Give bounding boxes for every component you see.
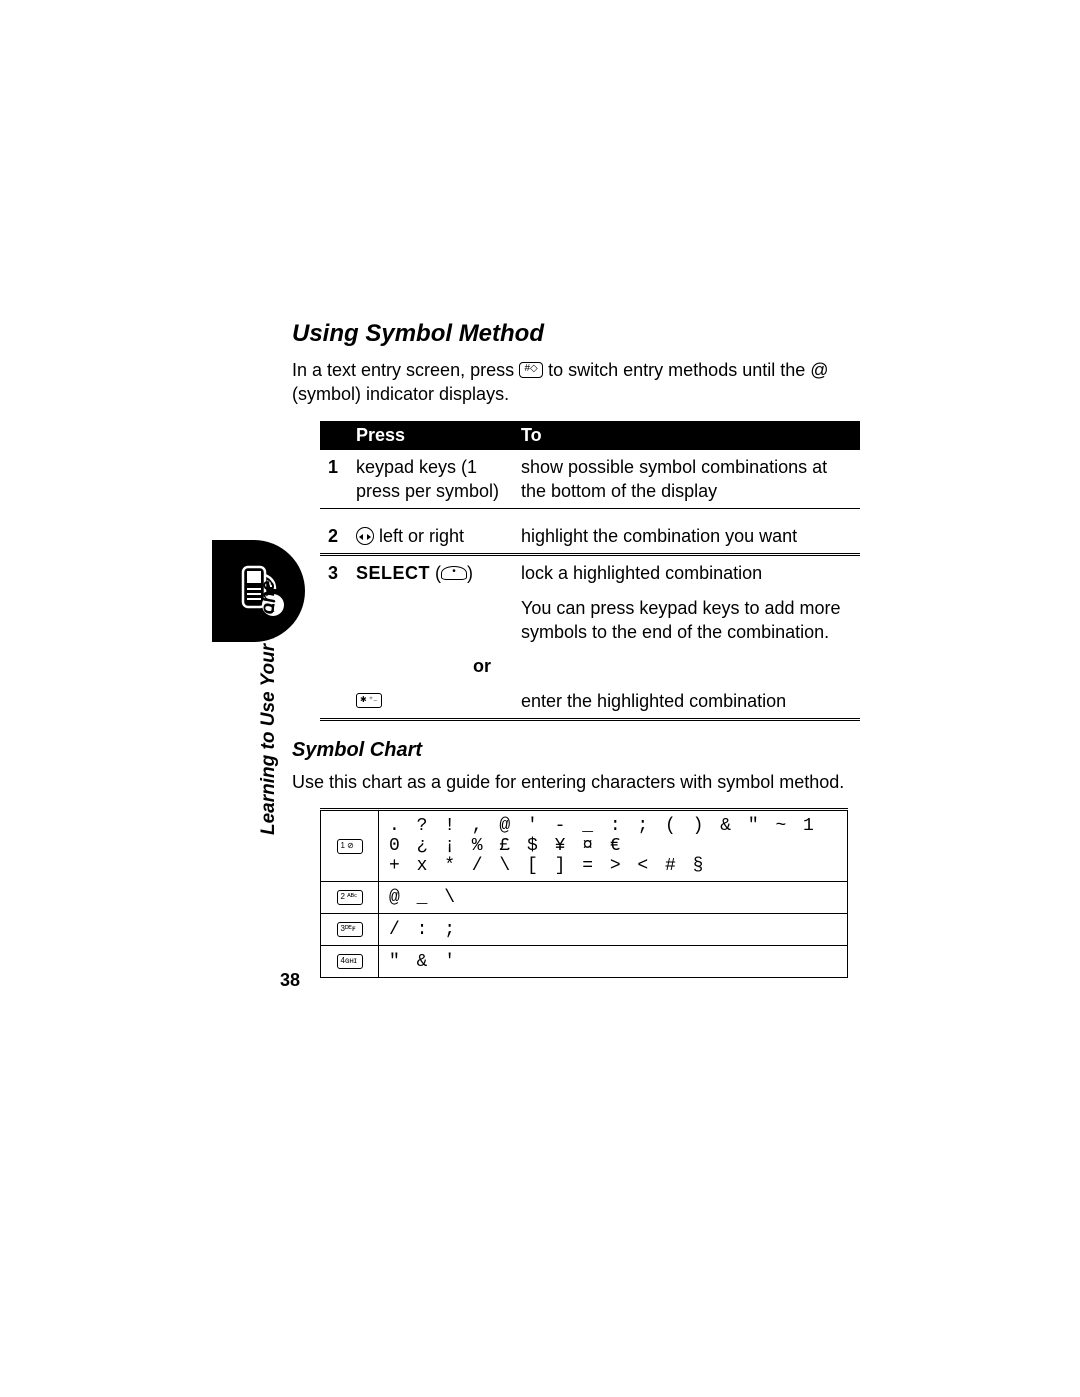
symbols-cell: " & ' — [379, 946, 848, 978]
key-2-icon: 2 ᴬᴮᶜ — [337, 890, 363, 905]
heading-using-symbol: Using Symbol Method — [292, 320, 847, 348]
table-row: or — [320, 649, 860, 683]
table-row: 3ᴰᴱꜰ / : ; — [321, 914, 848, 946]
steps-table: Press To 1 keypad keys (1 press per symb… — [320, 421, 860, 721]
soft-key-icon: • — [441, 566, 467, 580]
to-cell: show possible symbol combinations at the… — [513, 450, 860, 509]
press-cell: ✱ ⁺₋ — [348, 684, 513, 720]
table-row: 2 left or right highlight the combinatio… — [320, 519, 860, 555]
to-cell: lock a highlighted combination — [513, 555, 860, 591]
to-cell: enter the highlighted combination — [513, 684, 860, 720]
select-label: SELECT — [356, 563, 430, 583]
page-number: 38 — [280, 970, 300, 991]
table-row: ✱ ⁺₋ enter the highlighted combination — [320, 684, 860, 720]
key-4-icon: 4ɢʜɪ — [337, 954, 363, 969]
table-row: 2 ᴬᴮᶜ @ _ \ — [321, 882, 848, 914]
symbols-cell: / : ; — [379, 914, 848, 946]
press-cell: left or right — [348, 519, 513, 555]
chart-intro: Use this chart as a guide for entering c… — [292, 770, 847, 794]
hash-key-icon: #◇ — [519, 362, 543, 378]
or-label: or — [348, 649, 513, 683]
symbols-cell: @ _ \ — [379, 882, 848, 914]
paren-open: ( — [430, 563, 441, 583]
col-to: To — [513, 421, 860, 450]
intro-text-a: In a text entry screen, press — [292, 360, 519, 380]
press-cell: keypad keys (1 press per symbol) — [348, 450, 513, 509]
press-text: left or right — [374, 526, 464, 546]
symbols-cell: . ? ! , @ ' - _ : ; ( ) & " ~ 1 0 ¿ ¡ % … — [379, 810, 848, 882]
page-content: Using Symbol Method In a text entry scre… — [292, 320, 847, 978]
table-row: You can press keypad keys to add more sy… — [320, 591, 860, 650]
key-3-icon: 3ᴰᴱꜰ — [337, 922, 363, 937]
paren-close: ) — [467, 563, 473, 583]
press-cell: SELECT (•) — [348, 555, 513, 591]
star-key-icon: ✱ ⁺₋ — [356, 693, 382, 708]
col-press: Press — [348, 421, 513, 450]
to-cell: highlight the combination you want — [513, 519, 860, 555]
table-row: 3 SELECT (•) lock a highlighted combinat… — [320, 555, 860, 591]
to-cell: You can press keypad keys to add more sy… — [513, 591, 860, 650]
side-section-label: Learning to Use Your Phone — [258, 581, 280, 835]
table-row: 1 keypad keys (1 press per symbol) show … — [320, 450, 860, 509]
nav-key-icon — [356, 527, 374, 545]
heading-symbol-chart: Symbol Chart — [292, 739, 847, 762]
intro-paragraph: In a text entry screen, press #◇ to swit… — [292, 358, 847, 407]
step-number: 3 — [320, 555, 348, 591]
table-row: 1 ⊘ . ? ! , @ ' - _ : ; ( ) & " ~ 1 0 ¿ … — [321, 810, 848, 882]
table-row: 4ɢʜɪ " & ' — [321, 946, 848, 978]
symbol-chart-table: 1 ⊘ . ? ! , @ ' - _ : ; ( ) & " ~ 1 0 ¿ … — [320, 808, 848, 978]
key-1-icon: 1 ⊘ — [337, 839, 363, 854]
step-number: 1 — [320, 450, 348, 509]
step-number: 2 — [320, 519, 348, 555]
